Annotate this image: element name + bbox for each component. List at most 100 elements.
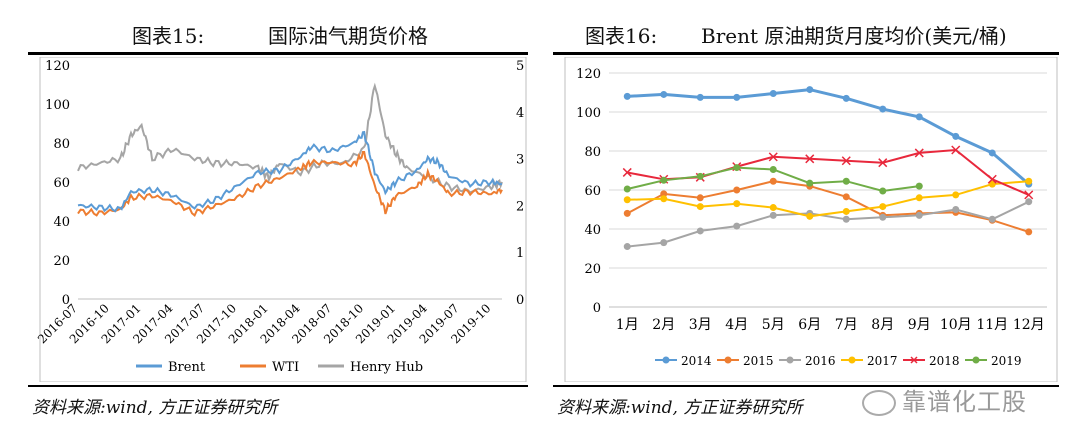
x-tick-label: 7月: [835, 317, 858, 333]
y-tick-label: 120: [576, 67, 601, 82]
x-tick-label: 10月: [940, 317, 972, 333]
data-point-2018: [622, 167, 632, 177]
data-point-2016: [952, 206, 960, 213]
data-point-2016: [623, 243, 631, 251]
data-point-2014: [733, 93, 741, 101]
data-point-2019: [842, 177, 850, 185]
data-point-2019: [733, 164, 741, 172]
data-point-2018: [805, 154, 815, 164]
data-point-2018: [768, 152, 778, 162]
right-source-note: 资料来源:wind, 方正证券研究所: [557, 398, 803, 418]
x-tick-label: 4月: [725, 317, 748, 333]
series-line-2016: [627, 200, 1030, 248]
data-point-2015: [660, 190, 668, 198]
watermark: 靠谱化工股: [862, 382, 1027, 417]
data-point-2019: [623, 185, 631, 193]
left-y-tick-label: 120: [45, 59, 70, 74]
legend-marker: [662, 356, 670, 364]
data-point-2016: [769, 211, 777, 219]
y-tick-label: 20: [584, 262, 601, 277]
left-figure-title: 国际油气期货价格: [268, 24, 428, 48]
right-bottom-rule: [553, 385, 1059, 387]
x-tick-label: 9月: [908, 317, 931, 333]
data-point-2014: [769, 89, 777, 97]
legend-label: WTI: [272, 360, 299, 375]
data-point-2014: [879, 105, 887, 113]
data-point-2019: [696, 172, 704, 180]
x-tick-label: 11月: [976, 317, 1008, 333]
series-line-2014: [627, 88, 1030, 186]
x-tick-label: 3月: [689, 317, 712, 333]
series-line-wti: [77, 151, 503, 217]
left-figure-caption: 图表15: 国际油气期货价格: [28, 22, 528, 50]
data-point-2014: [623, 92, 631, 100]
y-tick-label: 40: [584, 223, 601, 238]
watermark-text: 靠谱化工股: [902, 388, 1027, 416]
series-line-brent: [77, 130, 503, 213]
left-source-note: 资料来源:wind, 方正证券研究所: [32, 398, 278, 418]
right-y-tick-label: 4: [516, 106, 524, 121]
data-point-2014: [915, 113, 923, 121]
legend-marker: [724, 356, 732, 364]
right-y-tick-label: 1: [516, 246, 524, 261]
right-figure-caption: 图表16: Brent 原油期货月度均价(美元/桶): [553, 22, 1059, 50]
legend-marker: [786, 356, 794, 364]
right-y-tick-label: 2: [516, 199, 524, 214]
x-tick-label: 12月: [1013, 317, 1045, 333]
legend-label: 2014: [681, 354, 712, 368]
left-chart-frame: [39, 57, 527, 382]
left-y-tick-label: 20: [53, 254, 70, 269]
data-point-2015: [696, 194, 704, 202]
legend-label: 2015: [743, 354, 774, 368]
data-point-2018: [841, 156, 851, 166]
data-point-2017: [733, 200, 741, 208]
data-point-2014: [660, 90, 668, 98]
legend-label: Brent: [168, 360, 206, 375]
data-point-2014: [988, 149, 996, 157]
right-figure-title: Brent 原油期货月度均价(美元/桶): [701, 24, 1007, 48]
data-point-2019: [806, 179, 814, 187]
data-point-2016: [660, 239, 668, 247]
y-tick-label: 100: [576, 106, 601, 121]
data-point-2017: [952, 191, 960, 199]
x-tick-label: 2月: [652, 317, 675, 333]
left-y-tick-label: 100: [45, 98, 70, 113]
data-point-2017: [879, 203, 887, 211]
data-point-2019: [769, 166, 777, 174]
legend-label: Henry Hub: [350, 360, 423, 375]
data-point-2014: [696, 93, 704, 101]
left-bottom-rule: [28, 385, 528, 387]
left-chart: 0204060801001200123452016-072016-102017-…: [35, 57, 527, 382]
data-point-2017: [806, 212, 814, 220]
data-point-2014: [952, 132, 960, 140]
legend-label: 2018: [929, 354, 960, 368]
data-point-2016: [1025, 198, 1033, 206]
data-point-2018: [951, 145, 961, 155]
data-point-2016: [696, 227, 704, 235]
wechat-icon: [862, 390, 896, 416]
data-point-2015: [842, 193, 850, 201]
right-chart: 0 20 40 60 80 100 120 1月 2月 3月 4月 5月 6月 7月 8月 9月 10月 11月 1…: [564, 57, 1058, 382]
y-tick-label: 80: [584, 145, 601, 160]
y-tick-label: 60: [584, 184, 601, 199]
right-y-tick-label: 3: [516, 153, 524, 168]
legend-marker: [972, 356, 980, 364]
x-tick-label: 1月: [616, 317, 639, 333]
left-top-rule: [28, 52, 528, 55]
y-tick-label: 0: [593, 301, 601, 316]
left-y-tick-label: 60: [53, 176, 70, 191]
data-point-2016: [915, 211, 923, 219]
legend-marker: [848, 356, 856, 364]
data-point-2016: [988, 215, 996, 223]
data-point-2017: [623, 196, 631, 204]
legend-label: 2019: [991, 354, 1022, 368]
data-point-2015: [1025, 228, 1033, 236]
series-line-2017: [627, 180, 1029, 218]
left-y-tick-label: 0: [62, 293, 70, 308]
data-point-2014: [806, 86, 814, 94]
left-y-tick-label: 40: [53, 215, 70, 230]
data-point-2015: [733, 186, 741, 194]
data-point-2017: [1025, 177, 1033, 185]
x-tick-label: 5月: [762, 317, 785, 333]
right-figure-number: 图表16:: [585, 24, 658, 48]
